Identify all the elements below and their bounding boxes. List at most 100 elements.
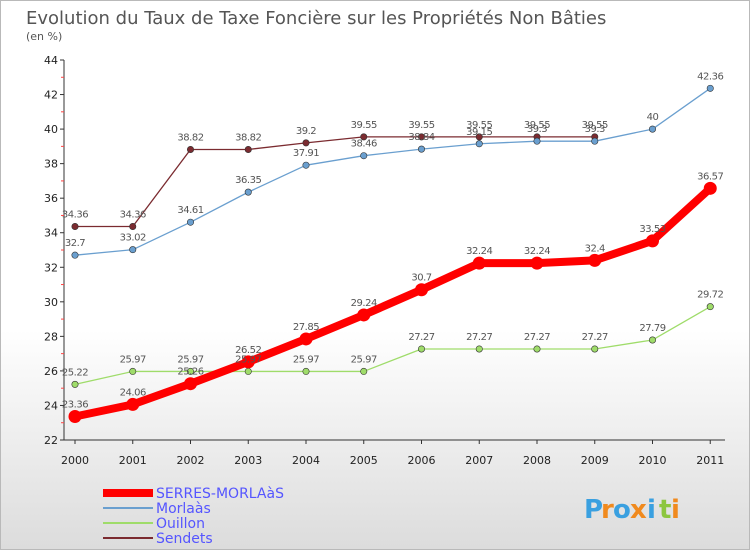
data-label: 37.91 xyxy=(293,148,319,159)
data-label: 25.97 xyxy=(235,354,261,365)
data-point xyxy=(360,133,368,141)
data-point xyxy=(187,367,195,375)
data-label: 42.36 xyxy=(697,71,723,82)
data-label: 32.4 xyxy=(585,243,605,254)
series-layer xyxy=(68,84,717,424)
data-label: 34.36 xyxy=(120,210,146,221)
data-label: 39.55 xyxy=(351,120,377,131)
y-tick-label: 42 xyxy=(44,89,58,102)
y-tick-label: 40 xyxy=(44,123,58,136)
data-point xyxy=(71,380,79,388)
data-point xyxy=(533,345,541,353)
data-point xyxy=(68,410,82,424)
data-point xyxy=(591,345,599,353)
legend-label: Ouillon xyxy=(156,516,205,532)
data-label: 24.06 xyxy=(120,387,146,398)
x-tick-label: 2005 xyxy=(350,454,378,467)
data-label: 27.85 xyxy=(293,322,319,333)
data-point xyxy=(648,125,656,133)
data-label: 38.82 xyxy=(235,132,261,143)
data-label: 39.3 xyxy=(585,124,605,135)
data-label: 25.26 xyxy=(177,367,203,378)
data-point xyxy=(475,140,483,148)
y-tick-label: 26 xyxy=(44,365,58,378)
data-point xyxy=(472,256,486,270)
data-label: 25.22 xyxy=(62,367,88,378)
data-label: 39.55 xyxy=(582,120,608,131)
x-tick-label: 2002 xyxy=(177,454,205,467)
data-point xyxy=(417,345,425,353)
logo-letter: i xyxy=(671,495,680,525)
data-label: 27.27 xyxy=(524,332,550,343)
data-label: 32.24 xyxy=(466,246,492,257)
data-label: 39.55 xyxy=(408,120,434,131)
x-tick-label: 2007 xyxy=(465,454,493,467)
data-point xyxy=(530,256,544,270)
data-label: 27.79 xyxy=(639,323,665,334)
x-tick-label: 2010 xyxy=(639,454,667,467)
data-point xyxy=(302,161,310,169)
data-label: 32.24 xyxy=(524,246,550,257)
x-tick-label: 2003 xyxy=(234,454,262,467)
y-tick-label: 38 xyxy=(44,158,58,171)
data-label: 39.55 xyxy=(524,120,550,131)
series-line-3 xyxy=(74,136,596,228)
logo-letter: r xyxy=(601,495,614,525)
data-point xyxy=(475,133,483,141)
data-label: 39.15 xyxy=(466,127,492,138)
data-label: 38.84 xyxy=(408,132,434,143)
x-tick-label: 2001 xyxy=(119,454,147,467)
data-point xyxy=(299,332,313,346)
logo-letter: i xyxy=(647,495,656,525)
legend-label: Sendets xyxy=(156,531,213,547)
logo-letter: t xyxy=(659,495,671,525)
data-point xyxy=(646,234,659,248)
legend-label: Morlaàs xyxy=(156,501,211,517)
logo-letter: o xyxy=(613,495,631,525)
data-label: 29.24 xyxy=(351,298,377,309)
data-point xyxy=(475,345,483,353)
data-point xyxy=(244,367,252,375)
data-label: 39.55 xyxy=(466,120,492,131)
data-label: 25.97 xyxy=(351,354,377,365)
data-label: 34.36 xyxy=(62,210,88,221)
x-tick-label: 2006 xyxy=(408,454,436,467)
data-label: 25.97 xyxy=(293,354,319,365)
data-point xyxy=(244,188,252,196)
data-label: 29.72 xyxy=(697,290,723,301)
data-label: 38.46 xyxy=(351,139,377,150)
chart-title: Evolution du Taux de Taxe Foncière sur l… xyxy=(26,8,606,29)
data-label: 36.57 xyxy=(697,171,723,182)
proxiti-logo: Pr o x i t i xyxy=(584,495,680,525)
data-point xyxy=(415,283,428,297)
data-point xyxy=(706,84,714,92)
data-label: 40 xyxy=(647,112,659,123)
data-label: 23.36 xyxy=(62,400,88,411)
data-point xyxy=(417,133,425,141)
y-tick-label: 44 xyxy=(44,54,58,67)
data-label: 25.97 xyxy=(120,354,146,365)
data-point xyxy=(129,223,137,231)
data-label: 27.27 xyxy=(408,332,434,343)
data-point xyxy=(302,367,310,375)
data-point xyxy=(533,137,541,145)
data-label: 38.82 xyxy=(177,132,203,143)
x-tick-label: 2011 xyxy=(696,454,724,467)
series-line-1 xyxy=(74,87,711,256)
data-point xyxy=(129,367,137,375)
data-label: 34.61 xyxy=(177,205,203,216)
data-point xyxy=(184,377,197,391)
series-line-0 xyxy=(71,184,715,421)
data-label: 32.7 xyxy=(65,238,85,249)
data-point xyxy=(302,139,310,147)
chart-subtitle: (en %) xyxy=(26,30,62,43)
data-label: 27.27 xyxy=(582,332,608,343)
data-label: 26.52 xyxy=(235,345,261,356)
y-tick-label: 22 xyxy=(44,434,58,447)
data-point xyxy=(71,223,79,231)
x-tick-label: 2008 xyxy=(523,454,551,467)
x-tick-label: 2000 xyxy=(61,454,89,467)
